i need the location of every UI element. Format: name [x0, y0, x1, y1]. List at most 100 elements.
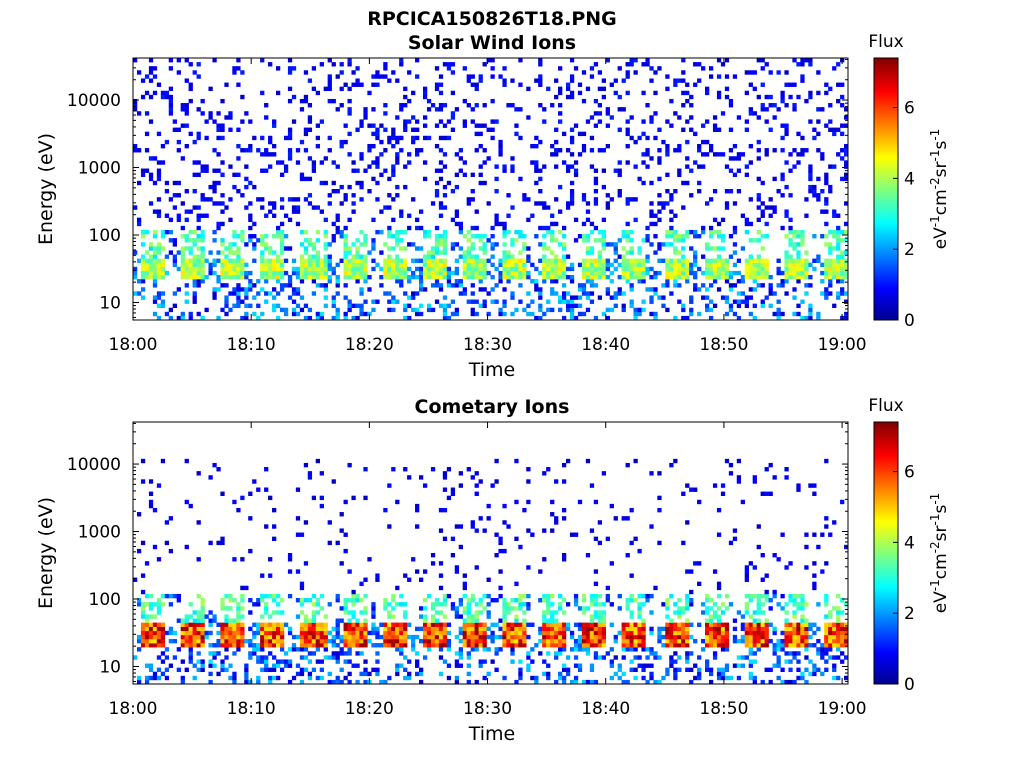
- spectrogram-cell: [669, 618, 674, 623]
- spectrogram-cell: [708, 618, 714, 623]
- spectrogram-cell: [470, 242, 475, 247]
- spectrogram-cell: [220, 250, 225, 255]
- spectrogram-cell: [133, 205, 138, 210]
- spectrogram-cell: [728, 168, 734, 173]
- spectrogram-cell: [506, 606, 511, 611]
- spectrogram-cell: [236, 643, 241, 648]
- spectrogram-cell: [593, 62, 599, 67]
- spectrogram-cell: [554, 630, 559, 636]
- spectrogram-cell: [693, 258, 698, 263]
- spectrogram-cell: [760, 82, 765, 87]
- spectrogram-cell: [303, 614, 309, 619]
- spectrogram-cell: [792, 287, 797, 292]
- spectrogram-cell: [546, 274, 551, 280]
- spectrogram-cell: [816, 107, 821, 112]
- spectrogram-cell: [482, 148, 487, 153]
- spectrogram-cell: [303, 262, 309, 268]
- spectrogram-cell: [554, 148, 559, 153]
- spectrogram-cell: [780, 176, 785, 182]
- spectrogram-cell: [140, 262, 146, 268]
- spectrogram-cell: [303, 98, 309, 104]
- spectrogram-cell: [383, 262, 388, 268]
- spectrogram-cell: [434, 82, 440, 87]
- spectrogram-cell: [482, 262, 487, 268]
- spectrogram-cell: [581, 606, 587, 611]
- spectrogram-cell: [633, 164, 638, 169]
- spectrogram-cell: [637, 614, 642, 619]
- spectrogram-cell: [176, 148, 181, 153]
- spectrogram-cell: [387, 78, 392, 83]
- spectrogram-cell: [383, 66, 388, 71]
- spectrogram-cell: [546, 638, 551, 644]
- spectrogram-cell: [299, 643, 305, 648]
- spectrogram-cell: [756, 638, 761, 644]
- spectrogram-cell: [442, 643, 448, 648]
- spectrogram-cell: [780, 647, 785, 652]
- spectrogram-cell: [236, 246, 241, 251]
- spectrogram-cell: [478, 630, 483, 636]
- spectrogram-cell: [240, 229, 245, 235]
- spectrogram-cell: [200, 250, 205, 255]
- spectrogram-cell: [629, 659, 634, 664]
- spectrogram-cell: [605, 258, 610, 263]
- spectrogram-cell: [260, 647, 265, 652]
- spectrogram-cell: [268, 573, 273, 578]
- spectrogram-cell: [585, 626, 591, 632]
- spectrogram-cell: [490, 225, 495, 231]
- spectrogram-cell: [196, 213, 201, 218]
- spectrogram-cell: [351, 593, 356, 599]
- spectrogram-cell: [633, 311, 638, 317]
- spectrogram-cell: [450, 270, 456, 276]
- spectrogram-cell: [609, 295, 614, 300]
- spectrogram-cell: [283, 168, 289, 173]
- spectrogram-cell: [371, 74, 376, 79]
- spectrogram-cell: [756, 58, 761, 63]
- spectrogram-cell: [399, 651, 404, 656]
- spectrogram-cell: [720, 266, 726, 272]
- spectrogram-cell: [224, 618, 229, 623]
- spectrogram-cell: [351, 643, 356, 648]
- spectrogram-cell: [287, 86, 293, 92]
- spectrogram-cell: [434, 180, 440, 186]
- spectrogram-cell: [232, 618, 237, 623]
- spectrogram-cell: [212, 270, 217, 276]
- spectrogram-cell: [212, 229, 217, 235]
- spectrogram-cell: [597, 103, 603, 108]
- spectrogram-cell: [407, 266, 412, 272]
- spectrogram-cell: [419, 671, 424, 677]
- spectrogram-cell: [359, 262, 364, 268]
- spectrogram-cell: [434, 143, 440, 149]
- spectrogram-cell: [272, 152, 277, 157]
- spectrogram-cell: [824, 266, 829, 272]
- spectrogram-cell: [673, 262, 678, 268]
- spectrogram-cell: [546, 246, 551, 251]
- spectrogram-cell: [363, 671, 368, 677]
- spectrogram-cell: [617, 193, 622, 198]
- spectrogram-cell: [804, 250, 809, 255]
- spectrogram-cell: [788, 622, 793, 627]
- spectrogram-cell: [403, 266, 408, 272]
- spectrogram-cell: [506, 622, 511, 627]
- spectrogram-cell: [589, 626, 595, 632]
- spectrogram-cell: [315, 458, 320, 464]
- spectrogram-cell: [832, 655, 837, 660]
- spectrogram-cell: [665, 643, 670, 648]
- spectrogram-cell: [502, 270, 507, 276]
- spectrogram-cell: [383, 127, 388, 132]
- spectrogram-cell: [716, 626, 722, 632]
- spectrogram-cell: [180, 250, 185, 255]
- spectrogram-cell: [391, 299, 396, 304]
- spectrogram-cell: [641, 647, 646, 652]
- spectrogram-cell: [796, 667, 801, 673]
- spectrogram-cell: [470, 270, 475, 276]
- spectrogram-cell: [144, 630, 150, 636]
- spectrogram-cell: [287, 557, 293, 562]
- spectrogram-cell: [597, 254, 603, 259]
- spectrogram-cell: [828, 532, 833, 537]
- spectrogram-cell: [693, 283, 698, 288]
- spectrogram-cell: [681, 638, 686, 644]
- spectrogram-cell: [816, 90, 821, 96]
- spectrogram-cell: [351, 634, 356, 640]
- spectrogram-cell: [796, 131, 801, 137]
- spectrogram-cell: [422, 258, 428, 263]
